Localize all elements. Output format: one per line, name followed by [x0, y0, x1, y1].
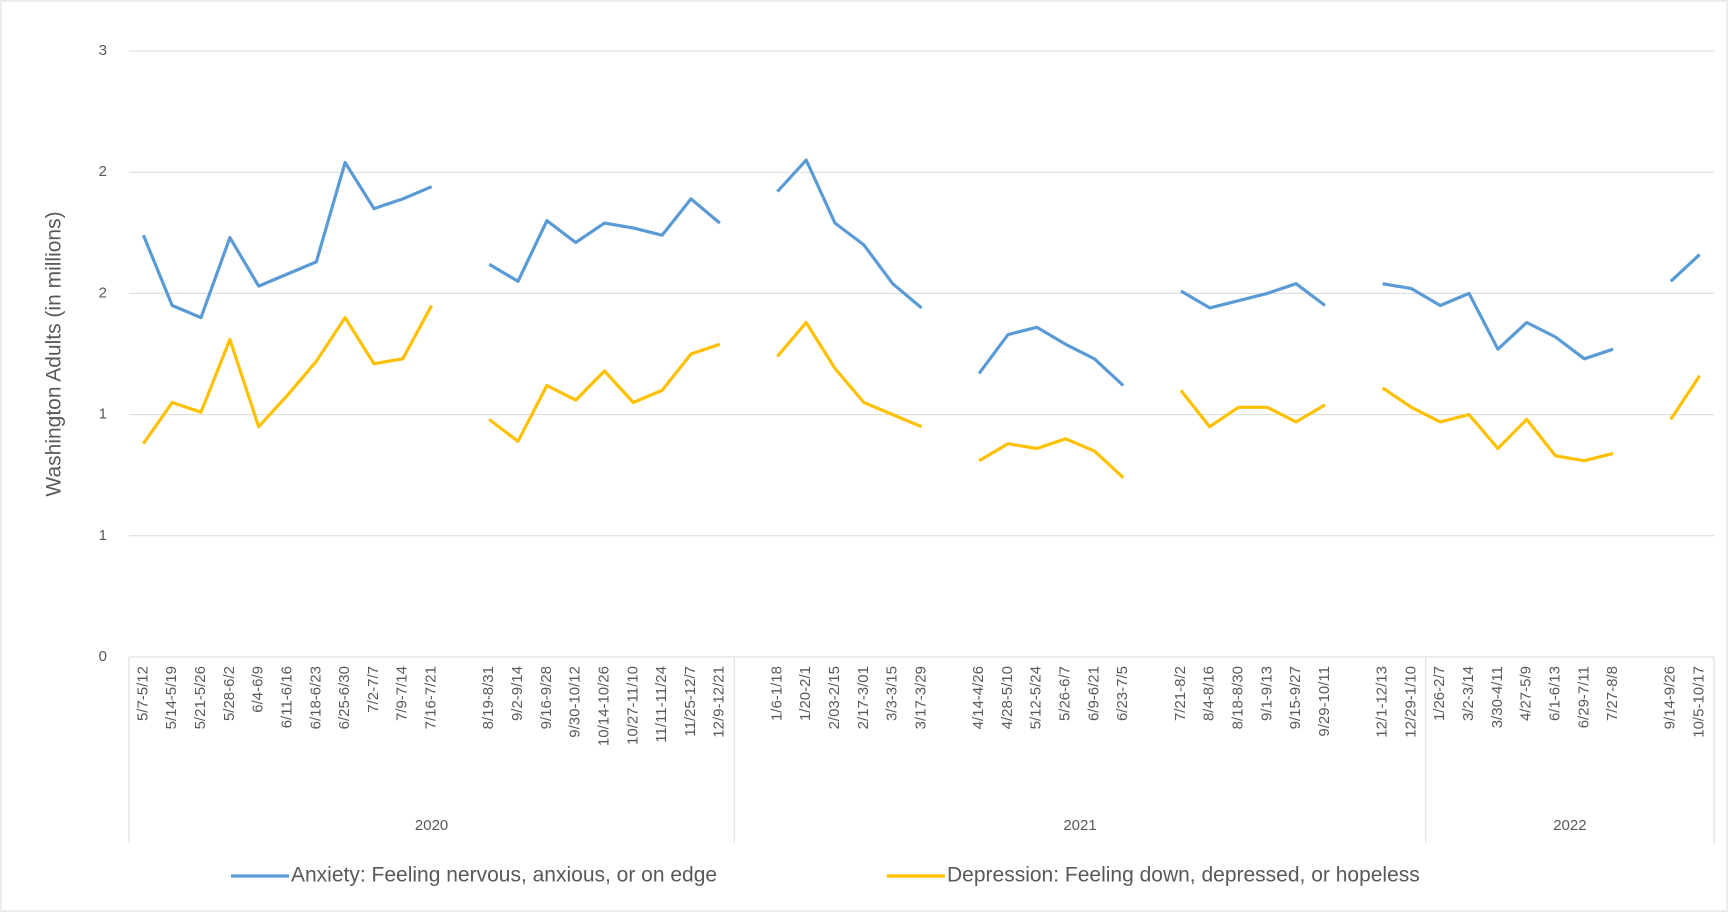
x-tick-label: 5/14-5/19 — [163, 666, 180, 729]
x-tick-label: 12/29-1/10 — [1402, 666, 1419, 738]
x-tick-label: 9/16-9/28 — [538, 666, 555, 729]
x-tick-label: 3/30-4/11 — [1489, 666, 1506, 728]
group-label: 2020 — [415, 817, 448, 834]
x-tick-label: 1/6-1/18 — [768, 666, 785, 721]
x-tick-label: 6/25-6/30 — [336, 666, 353, 729]
group-label: 2021 — [1063, 817, 1096, 834]
group-label: 2022 — [1553, 817, 1586, 834]
x-tick-label: 8/18-8/30 — [1229, 666, 1246, 729]
x-tick-label: 8/19-8/31 — [480, 666, 497, 729]
x-tick-label: 7/21-8/2 — [1172, 666, 1189, 721]
x-tick-label: 10/5-10/17 — [1691, 666, 1708, 738]
x-tick-label: 7/2-7/7 — [365, 666, 382, 713]
x-tick-label: 6/29-7/11 — [1575, 666, 1592, 728]
series-line — [141, 158, 1701, 387]
x-tick-label: 7/16-7/21 — [423, 666, 440, 729]
x-tick-label: 5/28-6/2 — [221, 666, 238, 721]
x-tick-label: 7/27-8/8 — [1604, 666, 1621, 721]
x-tick-label: 2/03-2/15 — [826, 666, 843, 729]
x-tick-label: 9/1-9/13 — [1258, 666, 1275, 721]
x-tick-label: 3/3-3/15 — [884, 666, 901, 721]
x-tick-label: 6/18-6/23 — [307, 666, 324, 729]
x-tick-label: 9/29-10/11 — [1316, 666, 1333, 737]
x-tick-label: 12/9-12/21 — [711, 666, 728, 738]
x-tick-label: 2/17-3/01 — [855, 666, 872, 729]
legend-label: Anxiety: Feeling nervous, anxious, or on… — [291, 864, 717, 887]
x-tick-label: 8/4-8/16 — [1201, 666, 1218, 721]
x-tick-label: 5/12-5/24 — [1028, 666, 1045, 729]
x-tick-label: 7/9-7/14 — [394, 666, 411, 721]
x-tick-label: 5/26-6/7 — [1057, 666, 1074, 721]
x-tick-label: 9/15-9/27 — [1287, 666, 1304, 729]
x-tick-label: 5/7-5/12 — [134, 666, 151, 721]
x-tick-label: 12/1-12/13 — [1374, 666, 1391, 738]
y-tick-label: 1 — [99, 527, 107, 544]
y-tick-label: 2 — [99, 284, 107, 301]
y-tick-label: 1 — [99, 406, 107, 423]
x-tick-label: 3/17-3/29 — [912, 666, 929, 729]
y-tick-label: 0 — [99, 648, 107, 665]
y-tick-label: 2 — [99, 163, 107, 180]
x-tick-label: 11/11-11/24 — [653, 666, 670, 743]
x-tick-label: 10/14-10/26 — [595, 666, 612, 746]
x-tick-label: 6/11-6/16 — [278, 666, 295, 728]
x-tick-label: 5/21-5/26 — [192, 666, 209, 729]
x-tick-label: 4/28-5/10 — [999, 666, 1016, 729]
x-tick-label: 4/27-5/9 — [1518, 666, 1535, 721]
x-tick-label: 6/9-6/21 — [1085, 666, 1102, 721]
legend-label: Depression: Feeling down, depressed, or … — [947, 864, 1420, 887]
x-tick-label: 1/26-2/7 — [1431, 666, 1448, 721]
x-tick-label: 9/30-10/12 — [567, 666, 584, 738]
x-tick-label: 1/20-2/1 — [797, 666, 814, 721]
x-tick-label: 4/14-4/26 — [970, 666, 987, 729]
x-tick-label: 3/2-3/14 — [1460, 666, 1477, 721]
y-axis-label: Washington Adults (in millions) — [43, 211, 66, 496]
x-tick-label: 6/1-6/13 — [1546, 666, 1563, 721]
x-tick-label: 11/25-12/7 — [682, 666, 699, 737]
x-tick-label: 9/2-9/14 — [509, 666, 526, 721]
x-tick-label: 6/4-6/9 — [250, 666, 267, 713]
x-tick-label: 6/23-7/5 — [1114, 666, 1131, 721]
x-tick-label: 10/27-11/10 — [624, 666, 641, 745]
y-tick-label: 3 — [99, 42, 107, 59]
series-line — [142, 304, 1701, 479]
x-tick-label: 9/14-9/26 — [1662, 666, 1679, 729]
